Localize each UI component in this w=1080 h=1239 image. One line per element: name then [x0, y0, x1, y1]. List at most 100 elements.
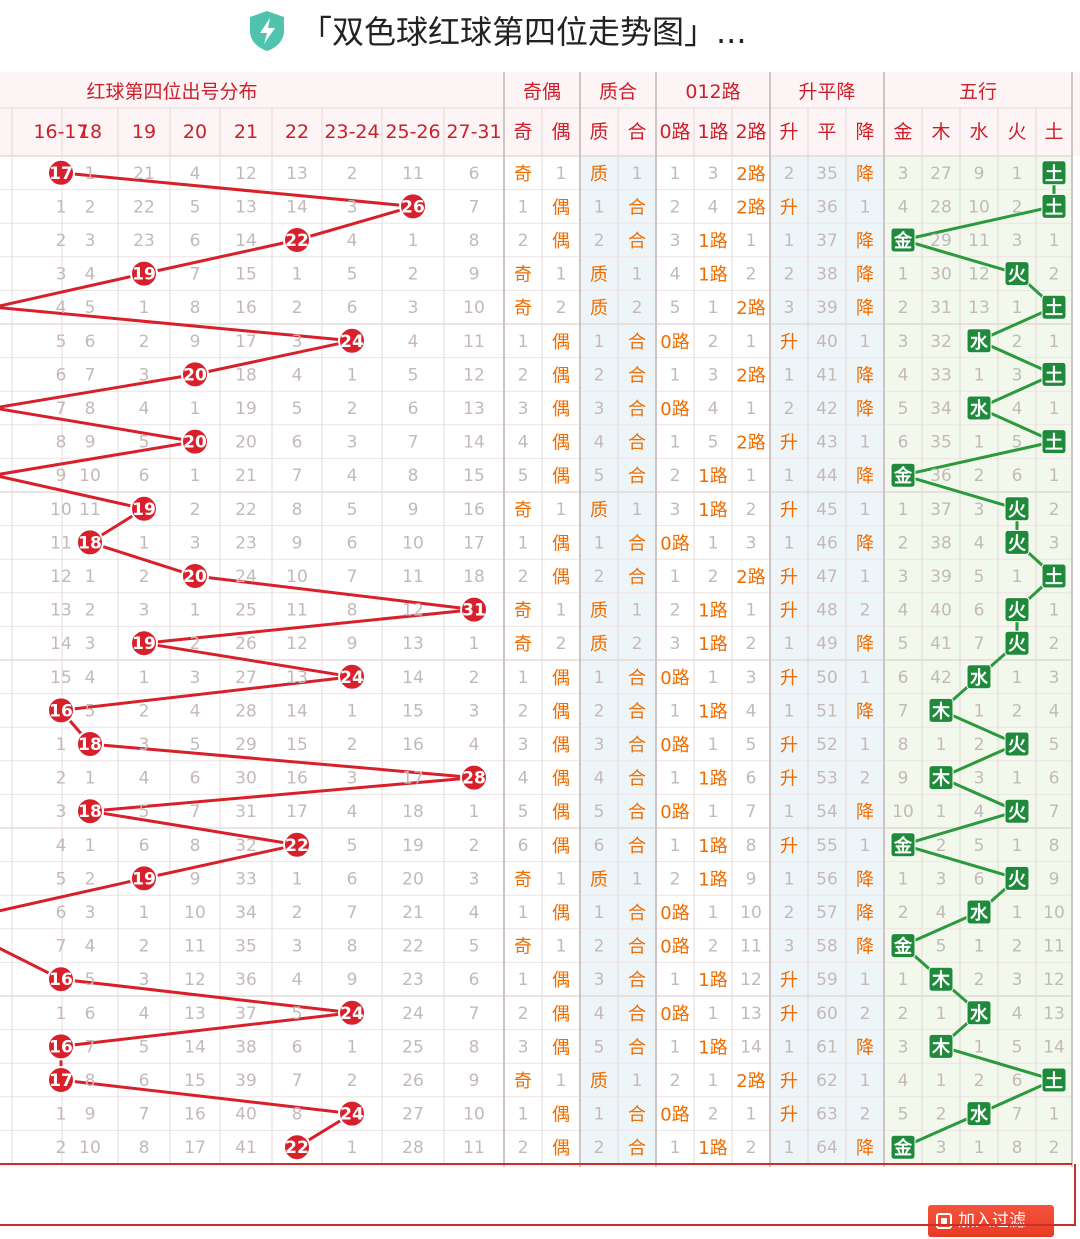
omission-value: 49 — [816, 634, 838, 654]
omission-value: 2 — [632, 298, 643, 318]
omission-value: 16 — [235, 298, 257, 318]
omission-value: 5 — [292, 399, 303, 419]
trend-line-segment — [194, 339, 353, 376]
omission-value: 5 — [85, 701, 96, 721]
omission-value: 3 — [85, 231, 96, 251]
wuxing-value: 火 — [1008, 265, 1027, 286]
omission-value: 1 — [860, 567, 871, 587]
add-filter-label: 加入过滤 — [958, 1211, 1026, 1230]
omission-value: 2 — [292, 298, 303, 318]
trend-line-segment — [143, 843, 298, 880]
omission-value: 1 — [746, 332, 757, 352]
red-ball — [47, 965, 75, 994]
omission-value: 12 — [463, 365, 485, 385]
omission-value: 21 — [133, 164, 155, 184]
omission-value: 10 — [463, 1105, 485, 1125]
attribute-hit: 升 — [780, 1004, 798, 1025]
omission-value: 15 — [50, 668, 72, 688]
omission-value: 53 — [816, 769, 838, 789]
omission-value: 1 — [347, 1037, 358, 1057]
omission-value: 2 — [670, 466, 681, 486]
trend-line-segment — [0, 407, 196, 444]
attribute-hit: 偶 — [552, 836, 570, 857]
attribute-hit: 偶 — [552, 668, 570, 689]
attribute-hit: 降 — [856, 802, 874, 823]
omission-value: 9 — [898, 769, 909, 789]
omission-value: 1 — [898, 970, 909, 990]
omission-value: 2 — [594, 1138, 605, 1158]
omission-value: 14 — [286, 701, 308, 721]
omission-value: 13 — [235, 197, 257, 217]
omission-value: 10 — [79, 1138, 101, 1158]
omission-value: 8 — [139, 1138, 150, 1158]
omission-value: 4 — [1012, 1004, 1023, 1024]
omission-value: 22 — [235, 500, 257, 520]
attribute-hit: 偶 — [552, 1138, 570, 1159]
attribute-column-header: 偶 — [551, 121, 570, 143]
trend-line-segment — [0, 440, 196, 476]
omission-value: 37 — [930, 500, 952, 520]
wuxing-value: 水 — [970, 667, 989, 689]
omission-value: 40 — [816, 332, 838, 352]
omission-value: 1 — [784, 802, 795, 822]
red-ball-number: 19 — [132, 265, 156, 285]
attribute-hit: 合 — [628, 1004, 646, 1025]
omission-value: 2 — [708, 1105, 719, 1125]
add-filter-button[interactable]: 加入过滤 — [928, 1205, 1054, 1237]
wuxing-value: 水 — [970, 902, 989, 924]
omission-value: 4 — [139, 769, 150, 789]
trend-line-segment — [0, 475, 145, 511]
wuxing-box — [928, 765, 954, 791]
red-ball — [130, 864, 158, 893]
omission-value: 33 — [930, 365, 952, 385]
omission-value: 2 — [898, 533, 909, 553]
omission-value: 6 — [292, 1037, 303, 1057]
omission-value: 29 — [235, 735, 257, 755]
attribute-hit: 质 — [590, 634, 608, 655]
omission-value: 6 — [898, 433, 909, 453]
omission-value: 2 — [1012, 197, 1023, 217]
wuxing-box — [1041, 1067, 1067, 1093]
wuxing-box — [1004, 798, 1030, 824]
group-header: 升平降 — [798, 81, 855, 103]
omission-value: 1 — [556, 265, 567, 285]
attribute-hit: 偶 — [552, 769, 570, 790]
omission-value: 8 — [1049, 836, 1060, 856]
omission-value: 11 — [402, 567, 424, 587]
attribute-hit: 奇 — [514, 500, 532, 521]
attribute-hit: 1路 — [698, 601, 727, 622]
attribute-hit: 升 — [780, 836, 798, 857]
attribute-hit: 2路 — [736, 365, 765, 386]
red-ball — [181, 427, 209, 456]
omission-value: 14 — [463, 433, 485, 453]
attribute-hit: 合 — [628, 903, 646, 924]
omission-value: 9 — [347, 970, 358, 990]
omission-value: 2 — [190, 500, 201, 520]
omission-value: 4 — [469, 735, 480, 755]
omission-value: 42 — [816, 399, 838, 419]
omission-value: 5 — [594, 466, 605, 486]
omission-value: 32 — [235, 836, 257, 856]
wuxing-box — [966, 1000, 992, 1026]
omission-value: 5 — [292, 1004, 303, 1024]
attribute-hit: 降 — [856, 365, 874, 386]
group-header: 奇偶 — [523, 81, 561, 103]
omission-value: 34 — [235, 903, 257, 923]
omission-value: 1 — [518, 332, 529, 352]
omission-value: 1 — [860, 970, 871, 990]
omission-value: 7 — [292, 1071, 303, 1091]
omission-value: 4 — [292, 365, 303, 385]
attribute-column-header: 1路 — [697, 121, 728, 143]
omission-value: 1 — [292, 265, 303, 285]
omission-value: 1 — [347, 365, 358, 385]
attribute-hit: 质 — [590, 601, 608, 622]
wuxing-box — [1004, 865, 1030, 891]
trend-line-segment — [0, 272, 145, 308]
attribute-hit: 2路 — [736, 197, 765, 218]
trend-line-segment — [60, 1011, 353, 1048]
omission-value: 4 — [190, 164, 201, 184]
omission-value: 2 — [708, 332, 719, 352]
omission-value: 13 — [1043, 1004, 1065, 1024]
omission-value: 2 — [1049, 634, 1060, 654]
attribute-hit: 0路 — [660, 802, 689, 823]
